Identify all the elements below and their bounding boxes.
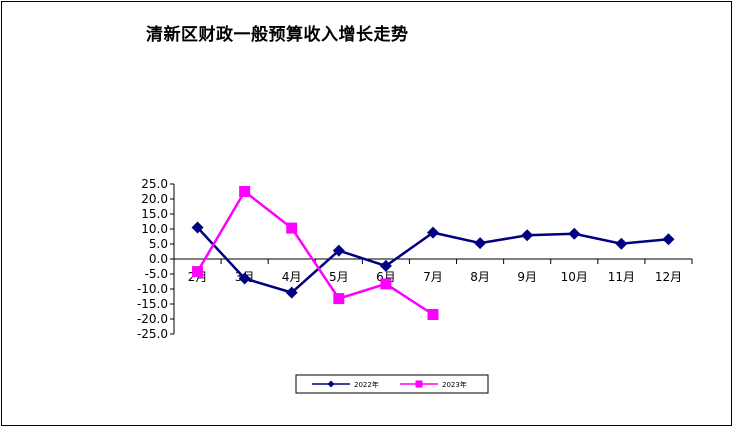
data-point	[285, 286, 298, 299]
y-tick-label: 10.0	[141, 222, 168, 236]
chart-axes: 25.020.015.010.05.00.0-5.0-10.0-15.0-20.…	[137, 177, 693, 341]
data-point	[238, 272, 251, 285]
data-point	[379, 259, 392, 272]
chart-title: 清新区财政一般预算收入增长走势	[146, 25, 409, 45]
x-tick-label: 7月	[423, 270, 443, 284]
data-point	[568, 227, 581, 240]
legend: 2022年 2023年	[295, 374, 489, 394]
legend-label: 2023年	[442, 380, 467, 389]
x-tick-label: 9月	[517, 270, 537, 284]
legend-marker	[327, 380, 335, 388]
y-tick-label: 0.0	[149, 252, 168, 266]
y-tick-label: -5.0	[145, 267, 168, 281]
x-tick-label: 4月	[282, 270, 302, 284]
y-tick-label: 5.0	[149, 237, 168, 251]
data-point	[380, 278, 392, 290]
y-tick-label: -20.0	[137, 312, 168, 326]
legend-box	[295, 374, 489, 394]
y-tick-label: 15.0	[141, 207, 168, 221]
series-layer	[191, 186, 675, 320]
y-tick-label: 25.0	[141, 177, 168, 191]
x-tick-label: 5月	[329, 270, 349, 284]
data-point	[521, 229, 534, 242]
data-point	[286, 222, 298, 234]
y-tick-label: -25.0	[137, 327, 168, 341]
legend-label: 2022年	[354, 380, 379, 389]
data-point	[192, 266, 204, 278]
x-tick-label: 8月	[470, 270, 490, 284]
y-tick-label: 20.0	[141, 192, 168, 206]
data-point	[615, 237, 628, 250]
series-1	[191, 221, 675, 299]
legend-marker	[415, 380, 423, 388]
data-point	[239, 186, 251, 197]
series-line	[196, 189, 434, 316]
data-point	[662, 233, 675, 246]
x-tick-label: 11月	[608, 270, 635, 284]
data-point	[474, 237, 487, 250]
data-point	[333, 293, 345, 305]
x-tick-label: 12月	[655, 270, 682, 284]
series-2	[192, 186, 439, 320]
data-point	[427, 309, 439, 320]
y-tick-label: -10.0	[137, 282, 168, 296]
data-point	[332, 244, 345, 257]
data-point	[427, 226, 439, 239]
y-tick-label: -15.0	[137, 297, 168, 311]
data-point	[191, 221, 204, 234]
x-tick-label: 10月	[561, 270, 588, 284]
